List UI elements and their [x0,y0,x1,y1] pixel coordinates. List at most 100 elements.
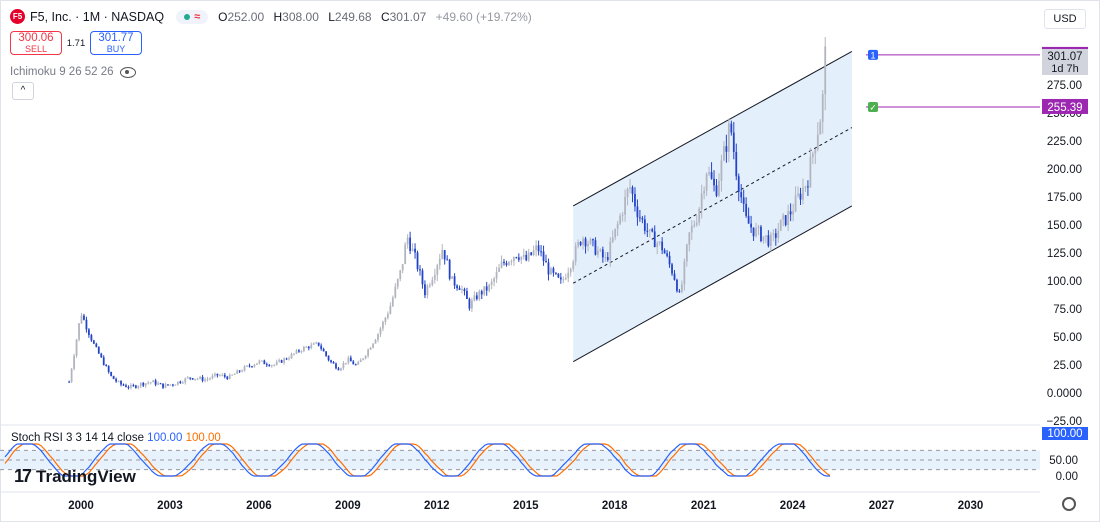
candle-body [545,260,547,263]
change-value: +49.60 (+19.72%) [435,9,532,24]
candle-body [604,257,607,259]
candle-body [263,360,266,365]
candle-body [720,160,723,181]
candle-body [199,376,201,379]
eye-icon[interactable] [119,66,136,78]
collapse-button[interactable]: ^ [12,82,34,100]
candle-body [181,382,184,384]
stoch-rsi-legend[interactable]: Stoch RSI 3 3 14 14 close 100.00 100.00 [11,432,221,444]
candle-body [176,381,179,385]
settings-gear-icon[interactable] [1062,497,1076,511]
candle-body [305,346,308,348]
candle-body [162,383,164,388]
candle-body [90,334,93,341]
candle-body [690,226,693,233]
candle-body [206,378,209,380]
symbol-title[interactable]: F5, Inc. · 1M · NASDAQ [30,9,165,24]
candle-body [456,285,458,289]
candle-body [340,368,342,371]
price-tick-label: 50.00 [1053,332,1082,344]
candle-body [710,172,713,179]
sell-button[interactable]: 300.06 SELL [10,31,62,55]
candle-body [567,272,570,279]
candle-body [569,268,572,273]
candle-body [142,382,145,386]
candle-body [335,363,337,369]
candle-body [290,354,293,359]
candle-body [498,267,500,272]
candle-body [95,343,98,347]
candle-body [527,252,530,261]
candle-body [779,219,782,231]
f5-logo: F5 [10,9,25,24]
currency-button[interactable]: USD [1044,9,1086,29]
candle-body [752,227,755,237]
candle-body [399,270,402,279]
candle-body [461,289,463,291]
candle-body [70,368,73,382]
candle-body [572,261,575,269]
price-tick-label: 75.00 [1053,304,1082,316]
candle-body [251,366,253,368]
candle-body [85,319,88,330]
candle-body [278,360,281,362]
candle-body [78,323,80,340]
candle-body [671,264,673,274]
candle-body [107,366,110,373]
x-tick-label: 2003 [157,500,183,512]
candle-body [288,358,290,360]
candle-body [221,374,224,376]
candle-body [824,46,827,95]
candle-body [777,230,780,238]
candle-body [122,384,125,386]
stoch-k-value: 100.00 [147,432,183,444]
candle-body [347,357,350,363]
candle-body [703,190,706,194]
candle-body [611,237,614,242]
buy-button[interactable]: 301.77 BUY [90,31,142,55]
candle-body [228,374,231,379]
candle-body [562,279,565,281]
candle-body [792,211,794,215]
candle-body [233,373,236,375]
candle-body [218,375,221,377]
candle-body [419,269,421,271]
candle-body [525,254,528,261]
stoch-tick-label: 0.00 [1056,471,1078,483]
candle-body [606,257,609,260]
candle-body [307,346,310,349]
candle-body [723,146,725,161]
candle-body [377,334,379,340]
tradingview-logo[interactable]: 17 TradingView [14,466,136,487]
candle-body [594,240,597,255]
candle-body [589,239,592,244]
candle-body [554,272,557,274]
candle-body [582,238,584,245]
candle-body [379,328,382,335]
candle-body [295,350,298,354]
candle-body [493,278,496,282]
market-status-pill[interactable]: ≈ [176,9,209,24]
candle-body [256,363,258,365]
candle-body [772,233,775,235]
candle-body [105,365,108,367]
x-tick-label: 2000 [68,500,94,512]
candle-body [819,121,822,135]
candle-body [634,193,636,207]
candle-body [433,274,436,280]
low-value: 249.68 [334,9,372,24]
candle-body [154,380,157,385]
candle-body [616,223,619,229]
candle-body [172,384,174,386]
price-tick-label: 150.00 [1047,220,1082,232]
candle-body [769,234,772,246]
price-tick-label: 225.00 [1047,136,1082,148]
candle-body [248,365,251,367]
price-tick-label: 175.00 [1047,192,1082,204]
ichimoku-indicator[interactable]: Ichimoku 9 26 52 26 [10,66,136,78]
candle-body [130,385,132,388]
x-tick-label: 2027 [869,500,895,512]
ohlc-values: O252.00 H308.00 L249.68 C301.07 +49.60 (… [218,9,532,24]
alert-marker-icon [868,49,878,60]
